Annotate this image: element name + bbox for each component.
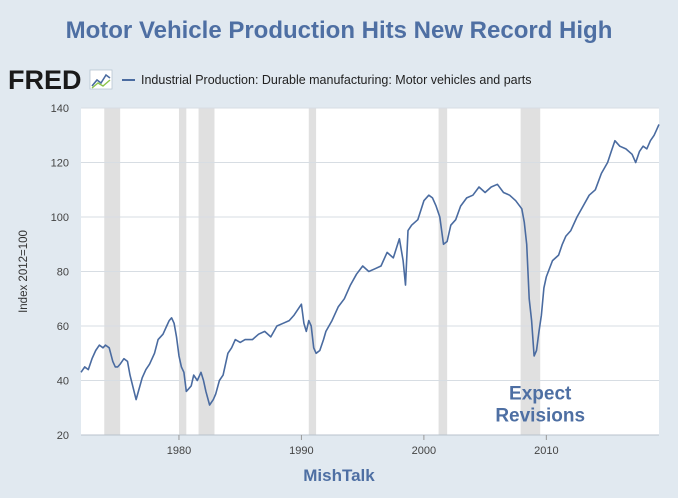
y-tick-label: 100 (51, 212, 69, 224)
x-tick-label: 2000 (412, 445, 436, 457)
footer-credit: MishTalk (303, 466, 375, 485)
fred-logo-graph-icon (89, 69, 113, 90)
x-tick-label: 1980 (167, 445, 191, 457)
chart-title: Motor Vehicle Production Hits New Record… (65, 17, 613, 44)
series-line (80, 124, 660, 406)
x-tick-labels: 1980 1990 2000 2010 (167, 435, 559, 457)
x-tick-label: 1990 (289, 445, 313, 457)
y-tick-label: 80 (57, 267, 69, 279)
legend-label: Industrial Production: Durable manufactu… (141, 73, 531, 87)
legend: Industrial Production: Durable manufactu… (122, 73, 531, 87)
y-tick-label: 140 (51, 103, 69, 115)
y-axis-label: Index 2012=100 (18, 230, 30, 313)
y-tick-label: 60 (57, 321, 69, 333)
gridlines (81, 107, 659, 436)
y-tick-label: 20 (57, 430, 69, 442)
y-tick-label: 120 (51, 158, 69, 170)
annotations: Expect Revisions (495, 384, 585, 427)
fred-logo-text: FRED (8, 65, 82, 95)
y-tick-labels: 20 40 60 80 100 120 140 (51, 103, 69, 442)
y-tick-label: 40 (57, 376, 69, 388)
annotation-0: Expect Revisions (495, 384, 585, 427)
x-tick-label: 2010 (534, 445, 558, 457)
fred-logo: FRED (8, 65, 113, 95)
